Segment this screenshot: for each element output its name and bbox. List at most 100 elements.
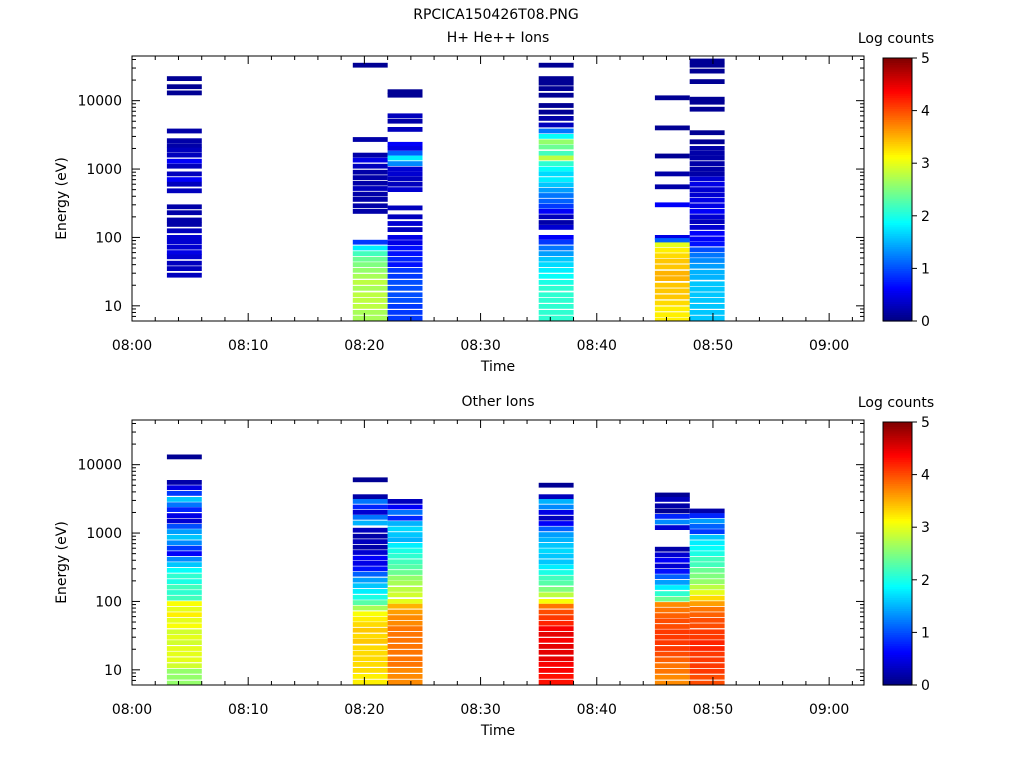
spectrogram-cell: [352, 510, 388, 515]
y-tick-label: 100: [95, 230, 122, 246]
spectrogram-cell: [538, 182, 574, 188]
colorbar-segment: [883, 143, 912, 147]
spectrogram-cell: [538, 603, 574, 609]
spectrogram-cell: [387, 176, 423, 182]
colorbar-segment: [883, 226, 912, 230]
spectrogram-cell: [166, 497, 202, 502]
spectrogram-cell: [538, 155, 574, 161]
spectrogram-cell: [654, 657, 690, 663]
spectrogram-cell: [166, 158, 202, 164]
spectrogram-cell: [538, 235, 574, 240]
spectrogram-cell: [352, 571, 388, 577]
spectrogram-cell: [352, 310, 388, 315]
spectrogram-cell: [352, 494, 388, 500]
colorbar-segment: [883, 647, 912, 651]
spectrogram-cell: [387, 118, 423, 124]
spectrogram-cell: [689, 68, 725, 74]
spectrogram-cell: [654, 95, 690, 101]
colorbar-segment: [883, 476, 912, 480]
spectrogram-cell: [689, 130, 725, 136]
colorbar-segment: [883, 500, 912, 504]
x-axis-label: Time: [480, 723, 515, 739]
spectrogram-cell: [166, 668, 202, 674]
colorbar-segment: [883, 242, 912, 245]
spectrogram-cell: [538, 256, 574, 262]
spectrogram-cell: [689, 590, 725, 595]
colorbar-segment: [883, 200, 912, 204]
colorbar-segment: [883, 66, 912, 70]
spectrogram-cell: [166, 590, 202, 595]
spectrogram-cell: [654, 546, 690, 552]
colorbar-segment: [883, 82, 912, 85]
spectrogram-cell: [538, 570, 574, 575]
spectrogram-cell: [689, 573, 725, 579]
colorbar-segment: [883, 246, 912, 250]
spectrogram-cell: [352, 273, 388, 279]
spectrogram-cell: [538, 92, 574, 98]
colorbar-segment: [883, 207, 912, 210]
spectrogram-cell: [654, 651, 690, 657]
spectrogram-cell: [387, 245, 423, 251]
colorbar-segment: [883, 599, 912, 603]
colorbar-segment: [883, 180, 912, 184]
colorbar-segment: [883, 496, 912, 500]
x-tick-label: 08:40: [577, 702, 617, 718]
spectrogram-cell: [166, 171, 202, 177]
spectrogram-cell: [166, 657, 202, 663]
spectrogram-cell: [689, 646, 725, 651]
spectrogram-cell: [166, 222, 202, 227]
spectrogram-cell: [689, 556, 725, 562]
spectrogram-cell: [538, 499, 574, 504]
spectrogram-cell: [538, 280, 574, 285]
colorbar-segment: [883, 217, 912, 221]
spectrogram-cell: [387, 273, 423, 279]
spectrogram-cell: [689, 651, 725, 657]
colorbar-segment: [883, 529, 912, 533]
spectrogram-cell: [538, 80, 574, 86]
spectrogram-cell: [689, 281, 725, 287]
spectrogram-cell: [538, 626, 574, 631]
colorbar-segment: [883, 472, 912, 476]
spectrogram-cell: [352, 550, 388, 555]
x-tick-label: 08:10: [228, 338, 268, 354]
colorbar-segment: [883, 581, 912, 585]
colorbar-segment: [883, 520, 912, 524]
spectrogram-cell: [352, 62, 388, 68]
colorbar-segment: [883, 117, 912, 120]
spectrogram-cell: [387, 113, 423, 119]
spectrogram-cell: [689, 292, 725, 298]
spectrogram-cell: [387, 304, 423, 309]
colorbar-segment: [883, 441, 912, 445]
spectrogram-cell: [654, 306, 690, 312]
colorbar-tick-label: 3: [921, 156, 930, 172]
y-axis-label: Energy (eV): [54, 157, 70, 240]
spectrogram-cell: [166, 545, 202, 551]
colorbar-segment: [883, 296, 912, 300]
colorbar-segment: [883, 671, 912, 675]
spectrogram-cell: [166, 272, 202, 278]
spectrogram-cell: [166, 634, 202, 640]
colorbar-segment: [883, 571, 912, 574]
panel-h-he-ions: 08:00 08:10 08:20 08:30 08:40 08:50 09:0010100…: [54, 30, 934, 375]
spectrogram-cell: [538, 580, 574, 586]
colorbar-segment: [883, 652, 912, 655]
spectrogram-cell: [387, 626, 423, 631]
spectrogram-cell: [538, 62, 574, 68]
spectrogram-cell: [654, 574, 690, 580]
colorbar-segment: [883, 264, 912, 267]
colorbar-segment: [883, 601, 912, 605]
colorbar-segment: [883, 535, 912, 539]
colorbar-tick-label: 0: [921, 314, 930, 330]
spectrogram-cell: [352, 650, 388, 656]
colorbar-segment: [883, 154, 912, 158]
spectrogram-cell: [689, 680, 725, 685]
spectrogram-cell: [352, 674, 388, 679]
y-tick-label: 1000: [86, 526, 122, 542]
spectrogram-cell: [654, 300, 690, 306]
spectrogram-cell: [689, 230, 725, 236]
colorbar-tick-label: 5: [921, 51, 930, 67]
colorbar-segment: [883, 125, 912, 129]
spectrogram-cell: [352, 600, 388, 605]
spectrogram-cell: [654, 171, 690, 177]
colorbar-segment: [883, 643, 912, 647]
